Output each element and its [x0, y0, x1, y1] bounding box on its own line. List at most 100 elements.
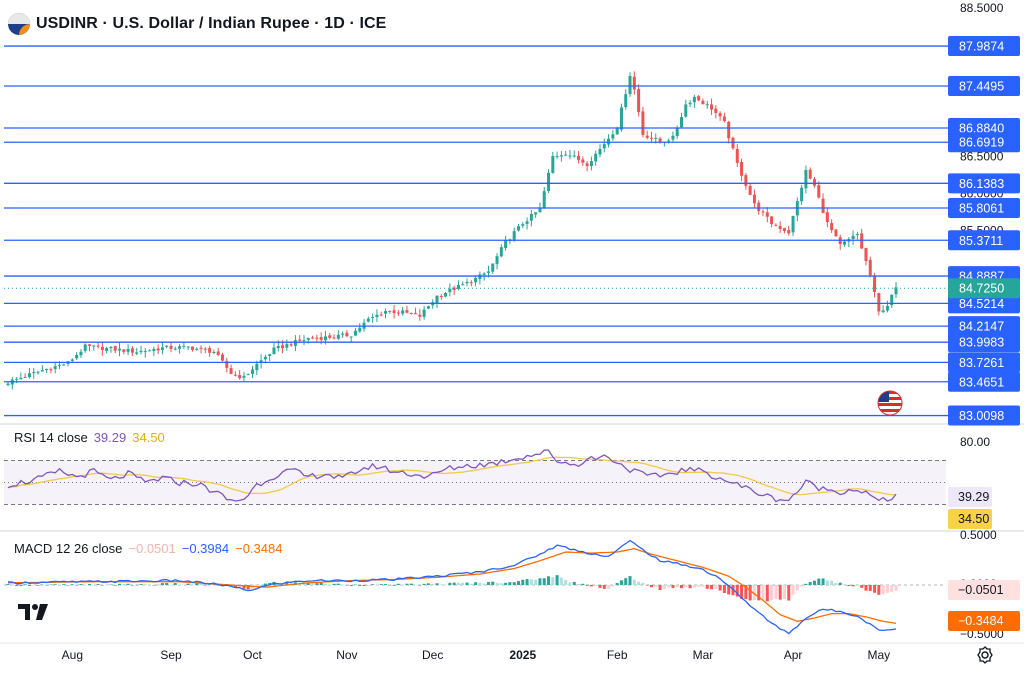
macd-hist-bar: [328, 584, 332, 585]
macd-hist-bar: [598, 585, 602, 588]
candle-body: [821, 198, 825, 214]
macd-scale-top: 0.5000: [960, 528, 997, 542]
rsi-line: [7, 449, 897, 503]
candle-body: [800, 187, 804, 202]
candle-body: [624, 94, 628, 108]
rsi-legend-value: 39.29: [93, 430, 127, 445]
candle-body: [851, 235, 855, 239]
candle-body: [328, 335, 332, 338]
horizontal-level-tag: [948, 173, 1020, 194]
macd-hist-bar: [486, 582, 490, 585]
candle-body: [469, 282, 473, 284]
candle-body: [306, 337, 310, 340]
macd-hist-bar: [212, 584, 216, 585]
candle-body: [787, 229, 791, 234]
candle-body: [36, 371, 40, 373]
macd-hist-bar: [199, 584, 203, 585]
macd-hist-bar: [645, 585, 649, 586]
candle-body: [817, 185, 821, 198]
macd-hist-bar: [589, 585, 593, 587]
macd-hist-bar: [319, 582, 323, 585]
macd-hist-bar: [152, 585, 156, 586]
symbol-header[interactable]: USDINR · U.S. Dollar / Indian Rupee · 1D…: [8, 12, 386, 36]
settings-gear-icon[interactable]: [975, 645, 995, 665]
macd-hist-bar: [444, 584, 448, 586]
macd-hist-bar: [40, 584, 44, 586]
macd-hist-bar: [555, 575, 559, 585]
macd-hist-bar: [538, 578, 542, 585]
candle-body: [645, 135, 649, 138]
candle-body: [894, 287, 898, 295]
macd-hist-bar: [452, 582, 456, 585]
horizontal-level-label: 85.3711: [959, 234, 1003, 248]
time-axis-label: Dec: [422, 648, 443, 662]
macd-hist-bar: [551, 577, 555, 585]
horizontal-level-label: 86.8840: [959, 121, 1004, 135]
macd-hist-bar: [79, 584, 83, 585]
candle-body: [212, 352, 216, 354]
macd-hist-bar: [731, 585, 735, 596]
macd-hist-bar: [525, 579, 529, 585]
macd-hist-bar: [808, 582, 812, 585]
macd-hist-bar: [843, 584, 847, 585]
macd-hist-bar: [632, 579, 636, 585]
candle-body: [396, 312, 400, 314]
candle-body: [75, 355, 79, 359]
us-flag-icon[interactable]: [877, 390, 903, 416]
candle-body: [804, 170, 808, 189]
macd-hist-bar: [49, 584, 53, 585]
horizontal-level-tag: [948, 332, 1020, 353]
candle-body: [298, 339, 302, 341]
candle-body: [148, 350, 152, 352]
price-tick-label: 88.5000: [960, 1, 1004, 15]
horizontal-level-label: 86.6919: [959, 136, 1004, 150]
macd-hist-bar: [96, 584, 100, 585]
macd-hist-bar: [409, 583, 413, 585]
candle-body: [808, 169, 812, 179]
macd-hist-bar: [336, 583, 340, 585]
macd-hist-bar: [435, 583, 439, 585]
macd-hist-bar: [27, 585, 31, 586]
macd-hist-bar: [795, 585, 799, 591]
candle-body: [774, 224, 778, 226]
rsi-legend-ma-value: 34.50: [132, 430, 165, 445]
macd-hist-bar: [752, 585, 756, 601]
candle-body: [255, 363, 259, 371]
candle-body: [263, 356, 267, 360]
macd-hist-bar: [877, 585, 881, 595]
macd-hist-bar: [118, 583, 122, 585]
candle-body: [504, 239, 508, 248]
currency-pair-flag-icon: [8, 13, 30, 35]
candle-body: [594, 153, 598, 162]
macd-hist-bar: [881, 585, 885, 595]
candle-body: [791, 215, 795, 233]
macd-hist-bar: [306, 583, 310, 585]
macd-hist-bar: [178, 584, 182, 585]
candle-body: [688, 102, 692, 105]
macd-hist-bar: [825, 580, 829, 585]
macd-legend[interactable]: MACD 12 26 close −0.0501 −0.3984 −0.3484: [14, 541, 282, 556]
candle-body: [680, 117, 684, 128]
macd-hist-bar: [568, 582, 572, 585]
candle-body: [619, 107, 623, 130]
macd-hist-bar: [572, 581, 576, 585]
candle-body: [529, 214, 533, 221]
candle-body: [178, 346, 182, 349]
macd-hist-bar: [405, 583, 409, 585]
macd-hist-bar: [345, 585, 349, 586]
candle-body: [238, 375, 242, 379]
macd-hist-bar: [615, 583, 619, 585]
horizontal-level-label: 87.4495: [959, 79, 1004, 93]
candle-body: [765, 212, 769, 217]
candle-body: [156, 348, 160, 351]
rsi-legend[interactable]: RSI 14 close 39.29 34.50: [14, 430, 165, 445]
candle-body: [349, 336, 353, 338]
candle-body: [572, 155, 576, 157]
horizontal-level-tag: [948, 405, 1020, 426]
macd-hist-bar: [160, 583, 164, 585]
macd-hist-bar: [512, 582, 516, 585]
candle-body: [885, 305, 889, 311]
candle-body: [311, 337, 315, 339]
macd-hist-bar: [701, 585, 705, 587]
